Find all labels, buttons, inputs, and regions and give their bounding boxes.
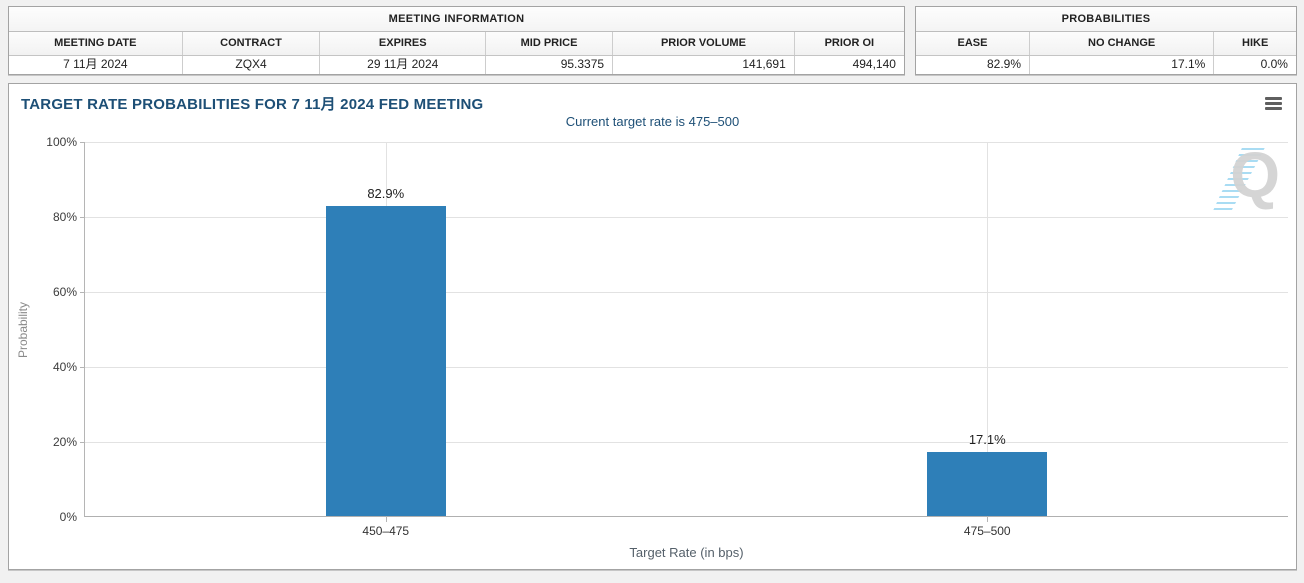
y-tickmark bbox=[80, 292, 85, 293]
gridline-60 bbox=[85, 292, 1288, 293]
bar-slot-450-475: 82.9% bbox=[85, 142, 687, 516]
bar-value-label: 82.9% bbox=[367, 185, 405, 201]
y-axis-title: Probability bbox=[15, 142, 31, 517]
value-no-change: 17.1% bbox=[1030, 56, 1215, 74]
probabilities-value-row: 82.9% 17.1% 0.0% bbox=[916, 56, 1296, 74]
plot-area: 100% 80% 60% 40% 20% 0% Q 82.9% 17.1% 45… bbox=[46, 135, 1289, 560]
column-header-no-change: NO CHANGE bbox=[1030, 32, 1215, 55]
x-category-475-500: 475–500 bbox=[963, 524, 1011, 538]
quikstrike-watermark: Q bbox=[1210, 142, 1286, 214]
gridline-category-2 bbox=[987, 142, 989, 516]
value-hike: 0.0% bbox=[1214, 56, 1296, 74]
value-prior-volume: 141,691 bbox=[613, 56, 795, 74]
y-tick-100: 100% bbox=[46, 135, 77, 149]
y-tick-0: 0% bbox=[59, 510, 77, 524]
column-header-contract: CONTRACT bbox=[183, 32, 321, 55]
meeting-information-table: MEETING INFORMATION MEETING DATE CONTRAC… bbox=[8, 6, 905, 75]
x-tickmark bbox=[385, 516, 387, 522]
column-header-ease: EASE bbox=[916, 32, 1030, 55]
column-header-hike: HIKE bbox=[1242, 37, 1269, 49]
probability-bar-450-475[interactable] bbox=[325, 205, 446, 516]
gridline-80 bbox=[85, 217, 1288, 218]
fed-meeting-probability-chart-panel: TARGET RATE PROBABILITIES FOR 7 11月 2024… bbox=[8, 83, 1297, 570]
y-tick-40: 40% bbox=[52, 360, 77, 374]
y-tickmark bbox=[80, 142, 85, 143]
gridline-40 bbox=[85, 367, 1288, 368]
column-header-prior-volume: PRIOR VOLUME bbox=[613, 32, 795, 55]
value-meeting-date: 7 11月 2024 bbox=[9, 56, 183, 74]
y-tickmark bbox=[80, 367, 85, 368]
meeting-information-header-row: MEETING DATE CONTRACT EXPIRES MID PRICE … bbox=[9, 32, 904, 56]
x-axis-title: Target Rate (in bps) bbox=[629, 545, 744, 560]
gridline-20 bbox=[85, 442, 1288, 443]
chart-title: TARGET RATE PROBABILITIES FOR 7 11月 2024… bbox=[21, 96, 484, 113]
probabilities-table: PROBABILITIES EASE NO CHANGE HIKE 82.9% … bbox=[915, 6, 1297, 75]
value-contract: ZQX4 bbox=[182, 56, 321, 74]
y-tick-60: 60% bbox=[52, 285, 77, 299]
value-prior-oi: 494,140 bbox=[794, 56, 904, 74]
value-ease: 82.9% bbox=[916, 56, 1030, 74]
y-axis-title-text: Probability bbox=[16, 301, 30, 358]
gridline-100 bbox=[85, 142, 1288, 143]
bar-slot-475-500: 17.1% bbox=[687, 142, 1289, 516]
x-tickmark bbox=[987, 516, 989, 522]
value-expires: 29 11月 2024 bbox=[320, 56, 487, 74]
meeting-information-title: MEETING INFORMATION bbox=[9, 7, 904, 32]
meeting-information-value-row: 7 11月 2024 ZQX4 29 11月 2024 95.3375 141,… bbox=[9, 56, 904, 74]
chart-subtitle: Current target rate is 475–500 bbox=[565, 114, 740, 129]
y-tickmark bbox=[80, 217, 85, 218]
column-header-prior-oi: PRIOR OI bbox=[824, 37, 875, 49]
y-tick-80: 80% bbox=[52, 210, 77, 224]
y-tickmark bbox=[80, 442, 85, 443]
watermark-q-letter: Q bbox=[1230, 139, 1280, 211]
probabilities-title: PROBABILITIES bbox=[916, 7, 1296, 32]
top-tables: MEETING INFORMATION MEETING DATE CONTRAC… bbox=[8, 6, 1297, 75]
column-header-expires: EXPIRES bbox=[320, 32, 487, 55]
y-tick-20: 20% bbox=[52, 435, 77, 449]
probability-bar-475-500[interactable] bbox=[927, 452, 1048, 516]
x-category-450-475: 450–475 bbox=[362, 524, 410, 538]
hamburger-menu-icon[interactable] bbox=[1265, 97, 1282, 112]
probabilities-header-row: EASE NO CHANGE HIKE bbox=[916, 32, 1296, 56]
bar-value-label: 17.1% bbox=[968, 432, 1006, 448]
column-header-mid-price: MID PRICE bbox=[486, 32, 614, 55]
column-header-meeting-date: MEETING DATE bbox=[9, 32, 183, 55]
value-mid-price: 95.3375 bbox=[486, 56, 614, 74]
